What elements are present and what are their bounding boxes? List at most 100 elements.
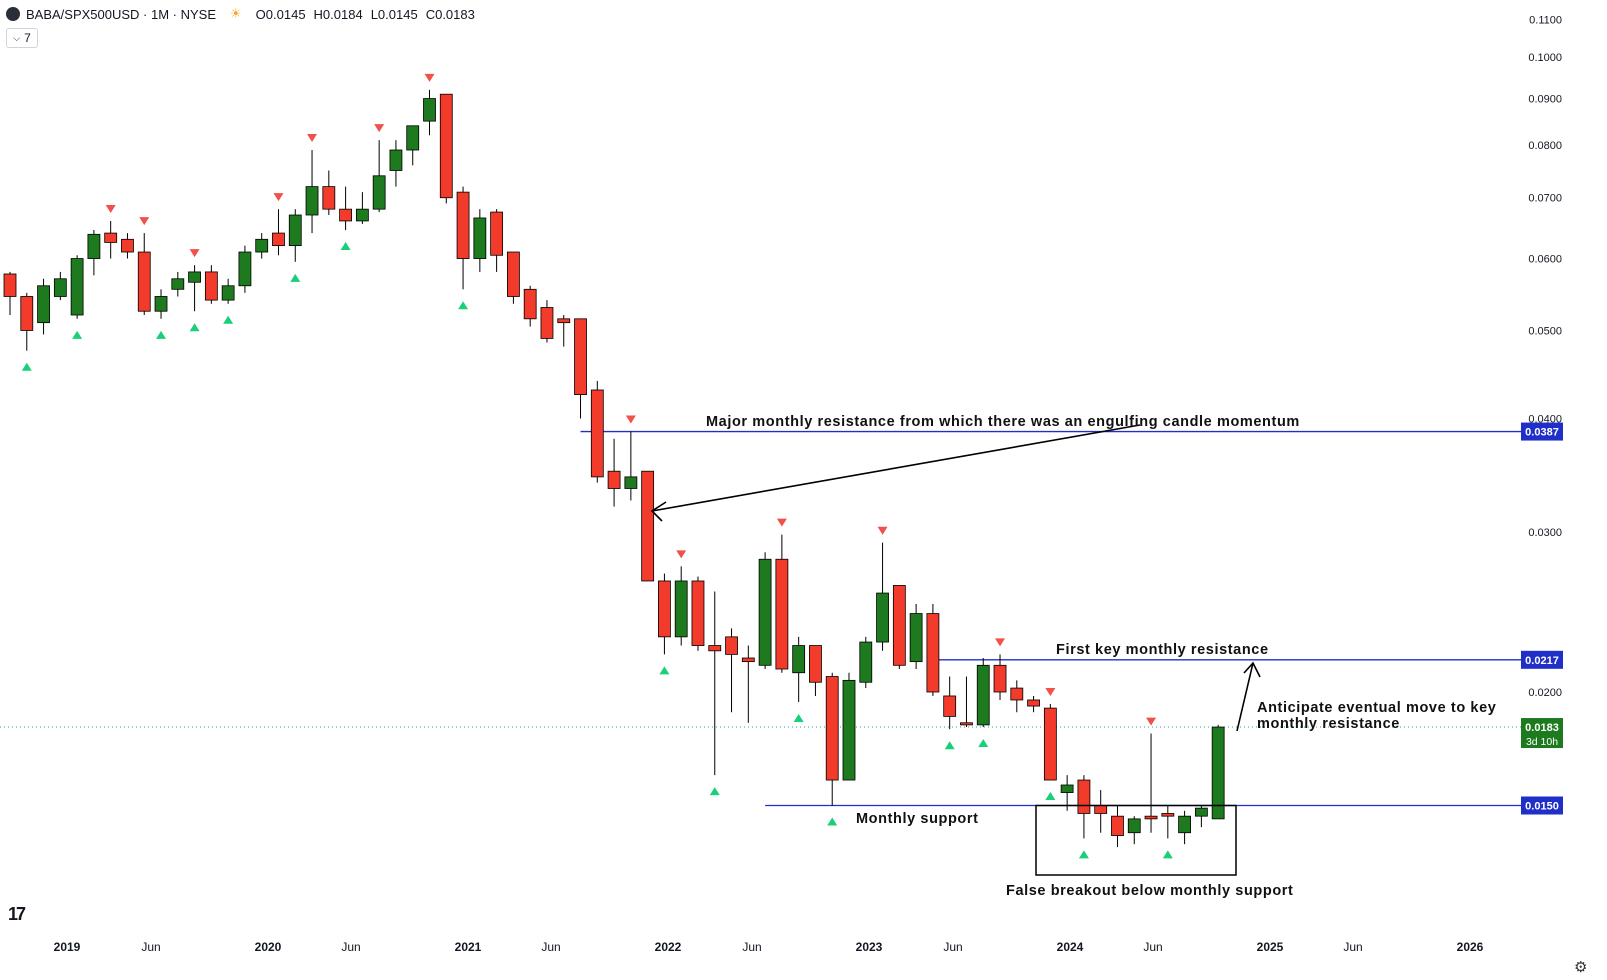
- tradingview-logo[interactable]: 17: [8, 904, 26, 924]
- candle[interactable]: [926, 603, 940, 696]
- candle-body: [842, 679, 856, 781]
- candle-body: [255, 238, 269, 253]
- candle[interactable]: [121, 233, 134, 259]
- candle[interactable]: [607, 438, 621, 507]
- candle-body: [1127, 818, 1141, 834]
- chevron-down-icon: ⌵: [13, 32, 21, 43]
- candle[interactable]: [1211, 724, 1225, 820]
- candle[interactable]: [876, 542, 889, 651]
- candle[interactable]: [792, 636, 806, 702]
- swing-high-marker: [676, 550, 687, 559]
- candle[interactable]: [171, 271, 185, 297]
- candle-body: [406, 125, 420, 151]
- candle[interactable]: [272, 209, 285, 256]
- candle[interactable]: [960, 676, 973, 728]
- candle[interactable]: [221, 278, 235, 304]
- candle[interactable]: [708, 591, 722, 776]
- candle[interactable]: [1144, 733, 1158, 833]
- candle[interactable]: [355, 192, 369, 224]
- candle[interactable]: [775, 534, 789, 673]
- candle[interactable]: [725, 628, 738, 713]
- settings-gear-icon[interactable]: ⚙: [1574, 959, 1588, 976]
- candle[interactable]: [976, 657, 990, 728]
- candle[interactable]: [557, 315, 571, 347]
- candle[interactable]: [37, 278, 50, 335]
- candle[interactable]: [339, 186, 353, 231]
- candle[interactable]: [506, 251, 520, 304]
- candle[interactable]: [456, 186, 470, 290]
- candle[interactable]: [1077, 775, 1091, 839]
- candle[interactable]: [825, 672, 839, 806]
- candle[interactable]: [993, 654, 1007, 700]
- candle[interactable]: [255, 233, 269, 259]
- swing-high-marker: [877, 526, 888, 535]
- candle[interactable]: [674, 566, 688, 646]
- candle[interactable]: [204, 265, 218, 304]
- candle[interactable]: [809, 645, 822, 696]
- candle[interactable]: [691, 576, 705, 651]
- candle[interactable]: [406, 125, 420, 166]
- candle[interactable]: [3, 271, 17, 316]
- candle[interactable]: [87, 230, 101, 276]
- annotation-arrow[interactable]: [1236, 662, 1254, 732]
- sun-icon[interactable]: ☀: [230, 6, 242, 21]
- candle[interactable]: [523, 285, 537, 327]
- candle[interactable]: [574, 318, 587, 419]
- price-axis-label: 0.0400: [1528, 414, 1562, 426]
- price-axis-label: 0.0700: [1528, 193, 1562, 205]
- candle[interactable]: [1111, 805, 1124, 848]
- candle[interactable]: [439, 93, 453, 204]
- candle[interactable]: [859, 636, 873, 689]
- annotation-arrow[interactable]: [651, 424, 1141, 512]
- candle[interactable]: [372, 140, 386, 213]
- candle[interactable]: [238, 245, 252, 293]
- candle[interactable]: [70, 255, 84, 319]
- candle[interactable]: [322, 170, 336, 216]
- candle[interactable]: [641, 470, 655, 582]
- candle[interactable]: [540, 300, 554, 343]
- swing-high-marker: [105, 204, 116, 213]
- false-breakout-box[interactable]: [1035, 804, 1237, 876]
- candle[interactable]: [909, 603, 923, 670]
- indicator-toggle-button[interactable]: ⌵ 7: [6, 28, 38, 48]
- candle[interactable]: [624, 431, 638, 501]
- swing-low-marker: [21, 362, 32, 371]
- candle[interactable]: [741, 645, 755, 723]
- candle[interactable]: [758, 552, 772, 670]
- candle[interactable]: [423, 89, 436, 136]
- candle[interactable]: [1194, 805, 1208, 828]
- candle[interactable]: [20, 292, 34, 351]
- candle[interactable]: [473, 209, 487, 272]
- candle[interactable]: [658, 573, 671, 655]
- candle[interactable]: [842, 672, 856, 781]
- price-tag: [1521, 718, 1563, 749]
- price-tag-label: 0.0217: [1525, 655, 1559, 667]
- candle-body: [909, 613, 923, 663]
- time-axis-label: Jun: [1343, 940, 1362, 954]
- candle[interactable]: [389, 140, 403, 187]
- ohlc-open: O0.0145: [255, 6, 306, 22]
- candle[interactable]: [490, 209, 504, 272]
- candle[interactable]: [1043, 704, 1057, 781]
- symbol-title[interactable]: BABA/SPX500USD · 1M · NYSE: [26, 6, 217, 22]
- candle[interactable]: [154, 289, 168, 319]
- symbol-logo-icon[interactable]: [6, 7, 20, 21]
- candle[interactable]: [1161, 805, 1175, 839]
- candle[interactable]: [1178, 810, 1191, 845]
- time-axis-label: 2019: [54, 940, 81, 954]
- candle[interactable]: [892, 585, 906, 670]
- candle[interactable]: [943, 676, 957, 730]
- candle[interactable]: [305, 150, 319, 234]
- annotation-arrowhead: [650, 501, 667, 522]
- candle[interactable]: [137, 233, 151, 316]
- candle[interactable]: [1010, 680, 1024, 713]
- candle[interactable]: [288, 209, 302, 262]
- candle[interactable]: [104, 220, 118, 259]
- candle[interactable]: [1127, 816, 1141, 845]
- candle[interactable]: [188, 265, 201, 312]
- candle[interactable]: [53, 271, 67, 301]
- candle[interactable]: [1094, 790, 1108, 833]
- candle[interactable]: [590, 380, 604, 483]
- candle[interactable]: [1027, 695, 1040, 713]
